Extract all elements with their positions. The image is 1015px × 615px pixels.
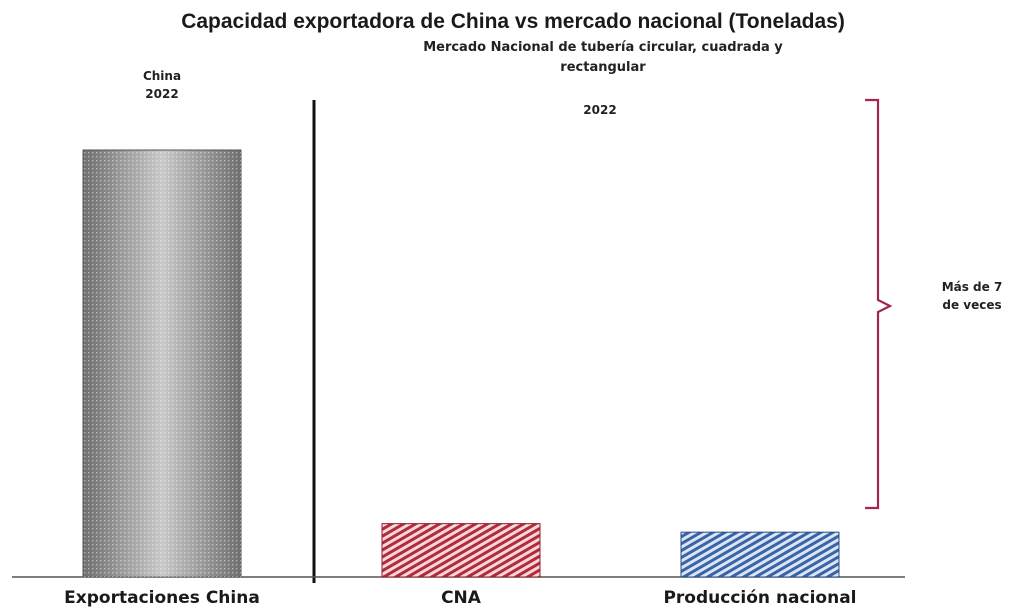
chart-title: Capacidad exportadora de China vs mercad… bbox=[181, 10, 845, 33]
category-label-exportaciones-china: Exportaciones China bbox=[64, 588, 260, 608]
category-labels: Exportaciones China CNA Producción naciona… bbox=[64, 588, 856, 608]
right-panel-year: 2022 bbox=[583, 103, 616, 117]
bar-cna bbox=[381, 523, 541, 578]
right-panel-subtitle-line1: Mercado Nacional de tubería circular, cu… bbox=[423, 40, 783, 55]
annotation-line1: Más de 7 bbox=[942, 280, 1003, 294]
bars-group bbox=[82, 149, 840, 578]
left-panel-year: 2022 bbox=[145, 87, 178, 101]
bar-texture-exportaciones-china bbox=[83, 150, 241, 577]
category-label-producci-n-nacional: Producción nacional bbox=[663, 588, 856, 608]
left-panel-label: China bbox=[143, 69, 181, 83]
annotation-bracket bbox=[865, 98, 893, 510]
category-label-cna: CNA bbox=[441, 588, 482, 608]
bar-producci-n-nacional bbox=[680, 531, 840, 578]
right-panel-subtitle-line2: rectangular bbox=[560, 60, 646, 75]
annotation-line2: de veces bbox=[942, 298, 1001, 312]
